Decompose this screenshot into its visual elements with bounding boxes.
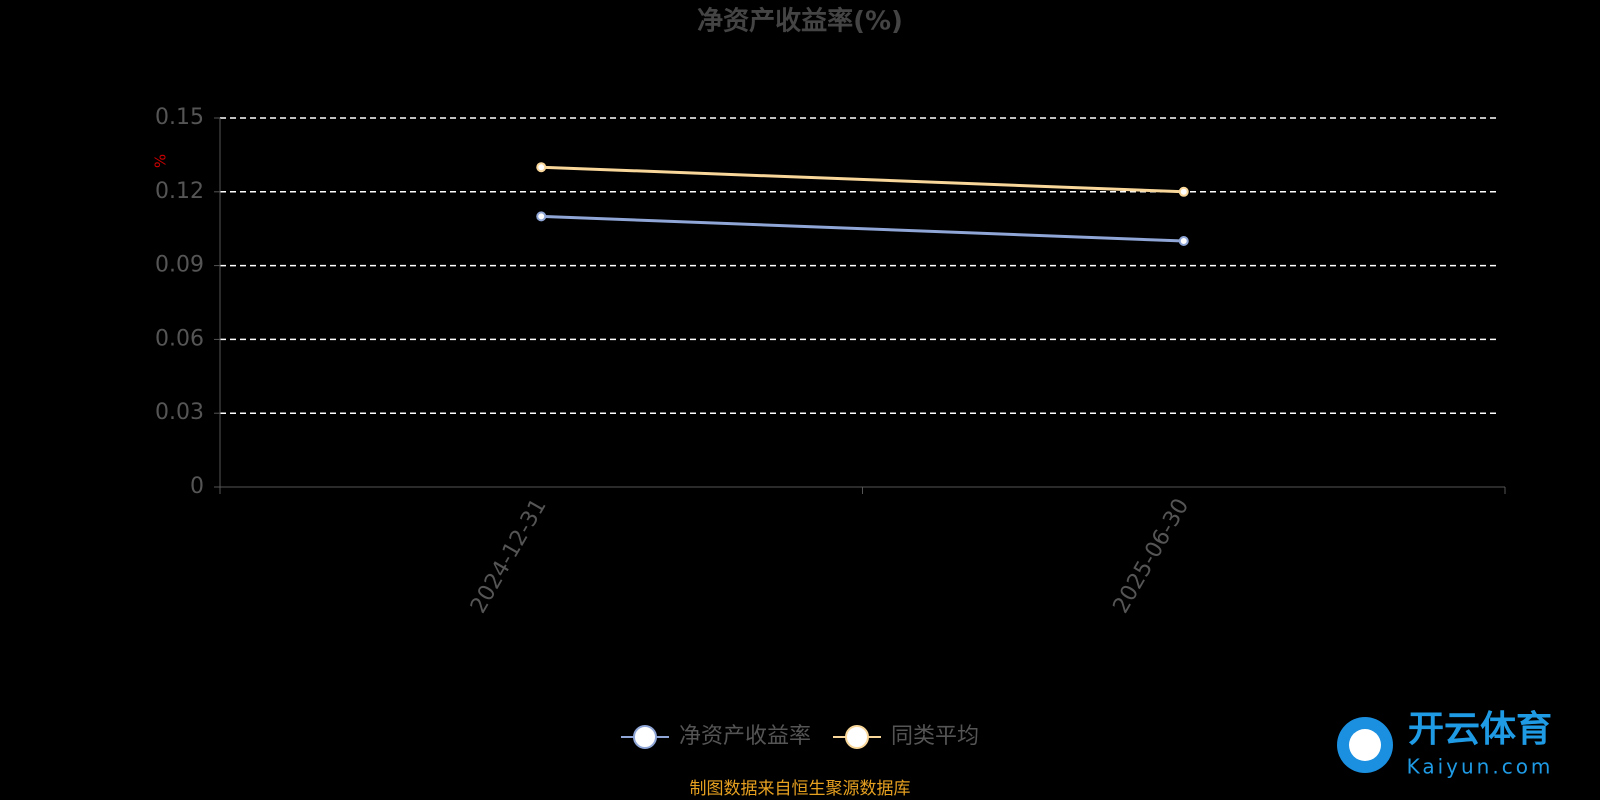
source-note: 制图数据来自恒生聚源数据库 <box>690 779 911 799</box>
series-line <box>541 214 1184 243</box>
y-tick-label: 0.06 <box>155 326 204 351</box>
y-tick-label: 0.09 <box>155 253 204 278</box>
legend-label: 净资产收益率 <box>679 724 811 749</box>
watermark-brand: 开云体育 <box>1408 709 1552 750</box>
watermark: 开云体育 Kaiyun.com <box>1337 709 1554 779</box>
legend-marker <box>845 725 869 749</box>
y-tick-label: 0.15 <box>155 105 204 130</box>
data-point <box>536 162 547 173</box>
y-tick-label: 0.12 <box>155 179 204 204</box>
legend-label: 同类平均 <box>891 724 979 749</box>
data-point <box>1178 186 1189 197</box>
y-tick-label: 0.03 <box>155 400 204 425</box>
legend-marker <box>632 725 657 749</box>
y-tick-label: 0 <box>190 474 204 499</box>
data-point <box>1178 236 1189 246</box>
legend-item: 净资产收益率 <box>620 724 811 749</box>
chart-title: 净资产收益率(%) <box>697 6 903 37</box>
logo-ball-inner <box>1349 729 1381 761</box>
data-point <box>536 211 547 222</box>
watermark-site: Kaiyun.com <box>1407 755 1554 779</box>
legend-item: 同类平均 <box>833 724 979 749</box>
y-axis-label: % <box>152 154 170 168</box>
series-line <box>541 165 1184 194</box>
legend: 净资产收益率 同类平均 <box>620 724 979 749</box>
